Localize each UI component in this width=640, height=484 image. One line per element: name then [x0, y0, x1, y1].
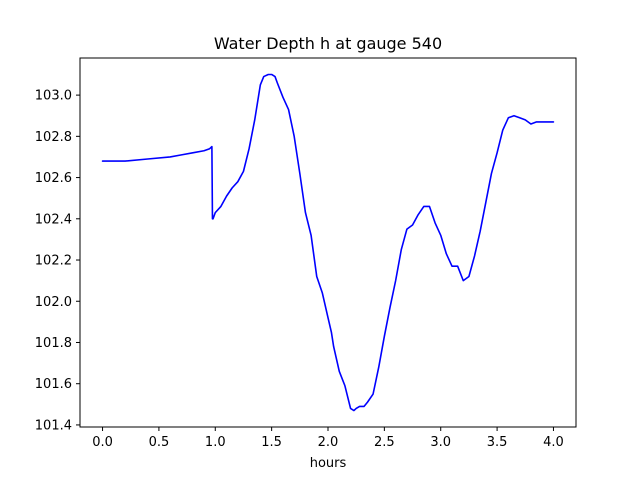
y-axis-ticks: 101.4 101.6 101.8 102.0 102.2 102.4 102.6 102.8… — [35, 89, 80, 433]
x-tick-label: 4.0 — [543, 435, 564, 450]
x-tick-label: 1.5 — [261, 435, 282, 450]
series-line — [101, 73, 555, 412]
x-axis-label: hours — [310, 456, 347, 471]
series-layer — [101, 73, 555, 412]
x-tick-label: 2.5 — [374, 435, 395, 450]
y-tick-label: 101.4 — [35, 418, 72, 433]
y-tick-label: 102.0 — [35, 295, 72, 310]
y-tick-label: 101.6 — [35, 377, 72, 392]
y-tick-label: 102.2 — [35, 254, 72, 269]
x-tick-label: 0.0 — [92, 435, 113, 450]
x-tick-label: 3.5 — [487, 435, 508, 450]
plot-area — [80, 58, 576, 427]
plot-frame — [79, 57, 577, 428]
x-tick-label: 2.0 — [318, 435, 339, 450]
y-tick-label: 101.8 — [35, 336, 72, 351]
x-tick-label: 0.5 — [149, 435, 170, 450]
y-tick-label: 103.0 — [35, 89, 72, 104]
chart-title: Water Depth h at gauge 540 — [214, 34, 442, 53]
y-tick-label: 102.4 — [35, 212, 72, 227]
y-tick-label: 102.8 — [35, 130, 72, 145]
x-tick-label: 3.0 — [430, 435, 451, 450]
x-tick-label: 1.0 — [205, 435, 226, 450]
y-tick-label: 102.6 — [35, 171, 72, 186]
x-axis-ticks: 0.0 0.5 1.0 1.5 2.0 2.5 3.0 3.5 4.0 — [92, 427, 564, 450]
